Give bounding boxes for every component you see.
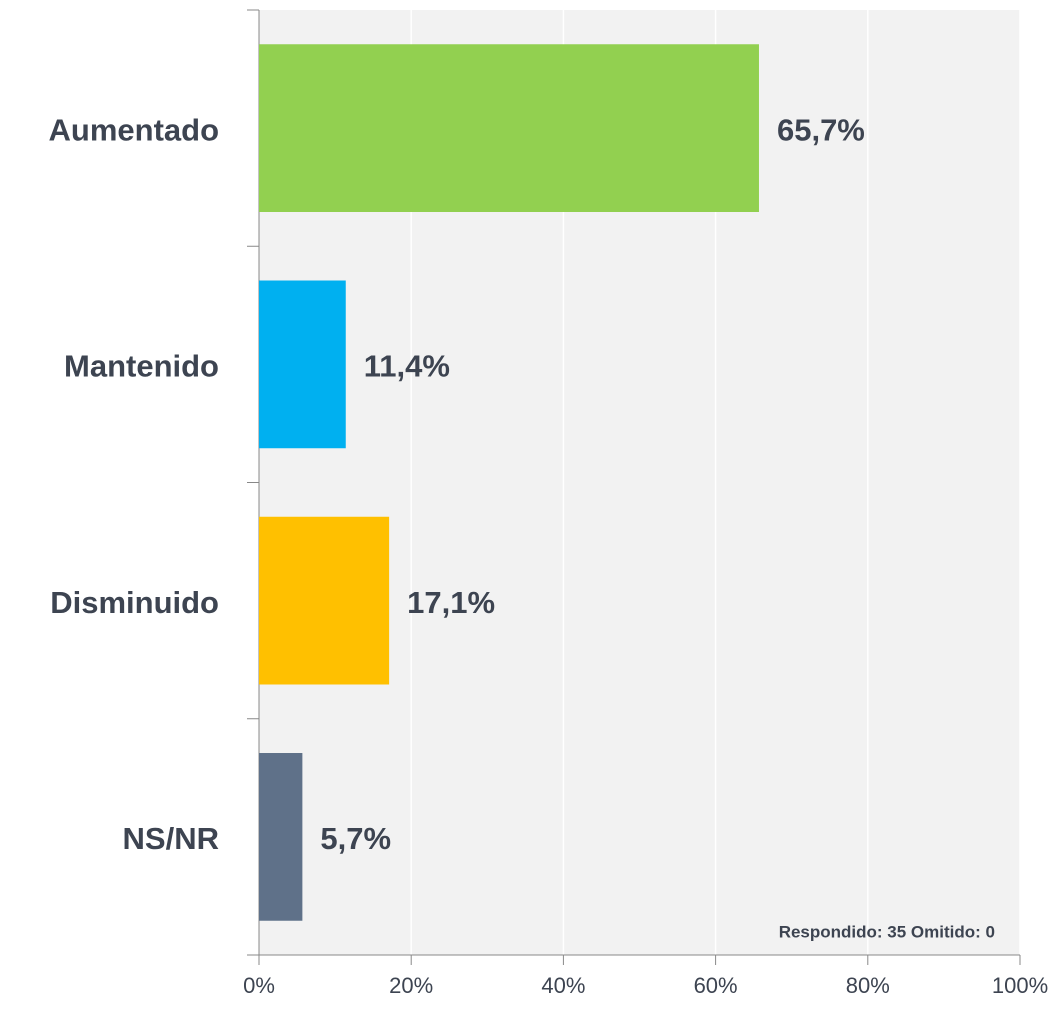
x-tick-label: 20% xyxy=(389,973,433,998)
value-label: 65,7% xyxy=(777,112,865,147)
bar xyxy=(259,280,346,449)
x-tick-label: 80% xyxy=(846,973,890,998)
value-label: 11,4% xyxy=(364,349,450,384)
x-tick-label: 100% xyxy=(992,973,1048,998)
bar xyxy=(259,516,390,685)
y-tick-label: Mantenido xyxy=(64,349,219,384)
annotation: Respondido: 35 Omitido: 0 xyxy=(779,922,995,941)
y-tick-label: Disminuido xyxy=(50,585,219,620)
y-tick-label: Aumentado xyxy=(49,112,220,147)
value-label: 17,1% xyxy=(407,585,495,620)
bar xyxy=(259,753,303,921)
value-label: 5,7% xyxy=(320,821,391,856)
x-tick-label: 0% xyxy=(243,973,275,998)
x-tick-label: 60% xyxy=(694,973,738,998)
y-tick-label: NS/NR xyxy=(123,821,219,856)
bar xyxy=(259,44,759,212)
x-tick-label: 40% xyxy=(541,973,585,998)
